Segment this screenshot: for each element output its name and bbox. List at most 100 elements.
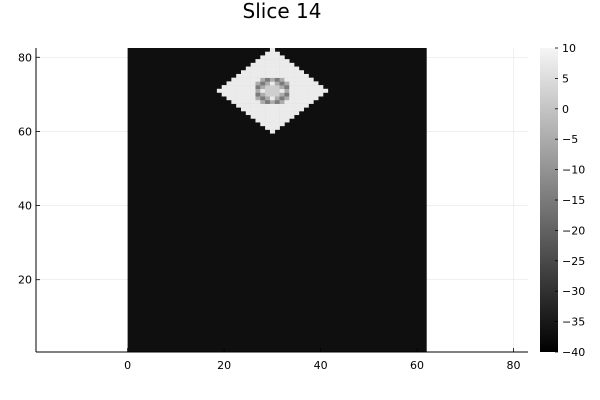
heatmap-cell: [298, 73, 305, 78]
heatmap-cell: [294, 81, 300, 86]
heatmap-cell: [231, 88, 237, 93]
heatmap-cell: [269, 103, 276, 108]
heatmap-cell: [260, 103, 266, 108]
heatmap-cell: [279, 88, 285, 93]
heatmap-cell: [294, 107, 300, 112]
x-tick-label: 60: [410, 359, 424, 372]
heatmap-cell: [284, 118, 290, 123]
heatmap-cell: [245, 73, 251, 78]
heatmap-cell: [294, 73, 300, 78]
heatmap-cell: [269, 48, 276, 53]
heatmap-cell: [265, 107, 271, 112]
colorbar-tick-label: −10: [562, 164, 585, 177]
heatmap-cell: [298, 107, 305, 112]
heatmap-cell: [294, 88, 300, 93]
heatmap-cell: [241, 70, 247, 75]
heatmap-cell: [255, 81, 261, 86]
colorbar-tick-label: −25: [562, 255, 585, 268]
colorbar-tick-label: −5: [562, 133, 578, 146]
heatmap-cell: [284, 114, 290, 119]
colorbar-tick-label: 5: [562, 72, 569, 85]
y-tick-label: 60: [18, 125, 32, 138]
heatmap-cell: [274, 114, 280, 119]
heatmap-cell: [274, 73, 280, 78]
heatmap-cell: [231, 96, 237, 101]
heatmap-cell: [265, 51, 271, 56]
heatmap-cell: [255, 103, 261, 108]
heatmap-cell: [269, 122, 276, 127]
heatmap-cell: [265, 88, 271, 93]
heatmap-cell: [269, 77, 276, 82]
heatmap-cell: [274, 81, 280, 86]
heatmap-cell: [245, 99, 251, 104]
heatmap-cell: [250, 85, 256, 90]
heatmap-cell: [241, 85, 247, 90]
heatmap-cell: [236, 88, 242, 93]
heatmap-cell: [245, 103, 251, 108]
heatmap-cell: [284, 88, 290, 93]
heatmap-cell: [274, 103, 280, 108]
heatmap-cell: [318, 92, 324, 97]
heatmap-cell: [308, 99, 314, 104]
heatmap-cell: [269, 73, 276, 78]
heatmap-cell: [241, 107, 247, 112]
heatmap-cell: [279, 59, 285, 64]
heatmap-cell: [313, 81, 319, 86]
heatmap-cell: [269, 92, 276, 97]
heatmap-cell: [274, 111, 280, 116]
heatmap-cell: [313, 88, 319, 93]
heatmap-cell: [279, 118, 285, 123]
heatmap-cell: [308, 85, 314, 90]
heatmap-cell: [289, 88, 295, 93]
heatmap-cell: [250, 73, 256, 78]
heatmap-cell: [250, 114, 256, 119]
heatmap-cell: [308, 92, 314, 97]
heatmap-cell: [289, 92, 295, 97]
heatmap-cell: [279, 77, 285, 82]
heatmap-cell: [294, 103, 300, 108]
heatmap-cell: [303, 73, 309, 78]
colorbar-tick-label: −35: [562, 316, 585, 329]
heatmap-cell: [289, 62, 295, 67]
heatmap-cell: [241, 73, 247, 78]
colorbar-tick-label: −15: [562, 194, 585, 207]
heatmap-cell: [289, 66, 295, 71]
heatmap-cell: [250, 88, 256, 93]
heatmap-cell: [284, 92, 290, 97]
heatmap-cell: [303, 88, 309, 93]
colorbar-gradient: [540, 48, 558, 352]
heatmap-cell: [260, 62, 266, 67]
heatmap-cell: [255, 59, 261, 64]
heatmap-cell: [255, 96, 261, 101]
heatmap-cell: [260, 77, 266, 82]
heatmap-cell: [269, 85, 276, 90]
heatmap-cell: [260, 96, 266, 101]
heatmap-cell: [274, 77, 280, 82]
heatmap-cell: [255, 107, 261, 112]
heatmap-cell: [303, 96, 309, 101]
heatmap-cell: [274, 51, 280, 56]
heatmap-cell: [265, 59, 271, 64]
heatmap-cell: [298, 70, 305, 75]
heatmap-cell: [308, 77, 314, 82]
heatmap-cell: [318, 85, 324, 90]
heatmap-cell: [269, 70, 276, 75]
heatmap-cell: [303, 103, 309, 108]
heatmap-cell: [245, 66, 251, 71]
heatmap-cell: [255, 66, 261, 71]
heatmap-cell: [269, 96, 276, 101]
heatmap-cell: [279, 103, 285, 108]
heatmap-cell: [274, 59, 280, 64]
heatmap-cell: [231, 77, 237, 82]
heatmap-cell: [241, 96, 247, 101]
heatmap-cell: [255, 118, 261, 123]
heatmap-cell: [303, 99, 309, 104]
heatmap-cell: [284, 111, 290, 116]
heatmap-cell: [289, 99, 295, 104]
heatmap-cell: [231, 81, 237, 86]
heatmap-cell: [269, 118, 276, 123]
heatmap-cell: [260, 122, 266, 127]
heatmap-cell: [269, 111, 276, 116]
heatmap-cell: [298, 103, 305, 108]
